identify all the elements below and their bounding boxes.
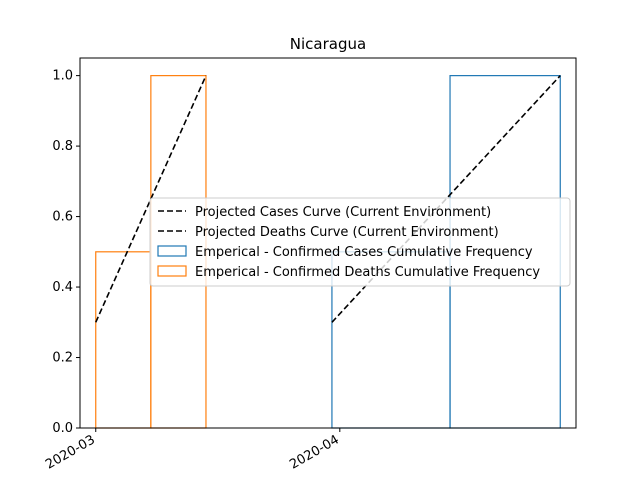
axes-frame <box>79 57 577 429</box>
legend-box-swatch <box>157 245 187 257</box>
y-tick-label: 0.8 <box>52 139 73 154</box>
y-tick-label: 0.4 <box>52 280 73 295</box>
legend-label: Emperical - Confirmed Cases Cumulative F… <box>195 245 533 260</box>
y-tick-label: 1.0 <box>52 69 73 84</box>
y-axis: 0.0 0.2 0.4 0.6 0.8 1.0 <box>52 69 80 436</box>
legend-label: Projected Cases Curve (Current Environme… <box>195 205 491 220</box>
chart-title: Nicaragua <box>290 35 366 53</box>
legend-label: Projected Deaths Curve (Current Environm… <box>195 225 499 240</box>
legend-label: Emperical - Confirmed Deaths Cumulative … <box>195 265 540 280</box>
x-axis: 2020-03 2020-04 <box>43 428 342 473</box>
x-tick-label: 2020-04 <box>287 432 342 472</box>
y-tick-label: 0.0 <box>52 421 73 436</box>
legend-box-swatch <box>157 265 187 277</box>
y-tick-label: 0.2 <box>52 351 73 366</box>
y-tick-label: 0.6 <box>52 210 73 225</box>
legend: Projected Cases Curve (Current Environme… <box>149 197 571 287</box>
x-tick-label: 2020-03 <box>43 432 98 472</box>
legend-box <box>149 197 571 287</box>
histogram-bar <box>95 251 152 429</box>
